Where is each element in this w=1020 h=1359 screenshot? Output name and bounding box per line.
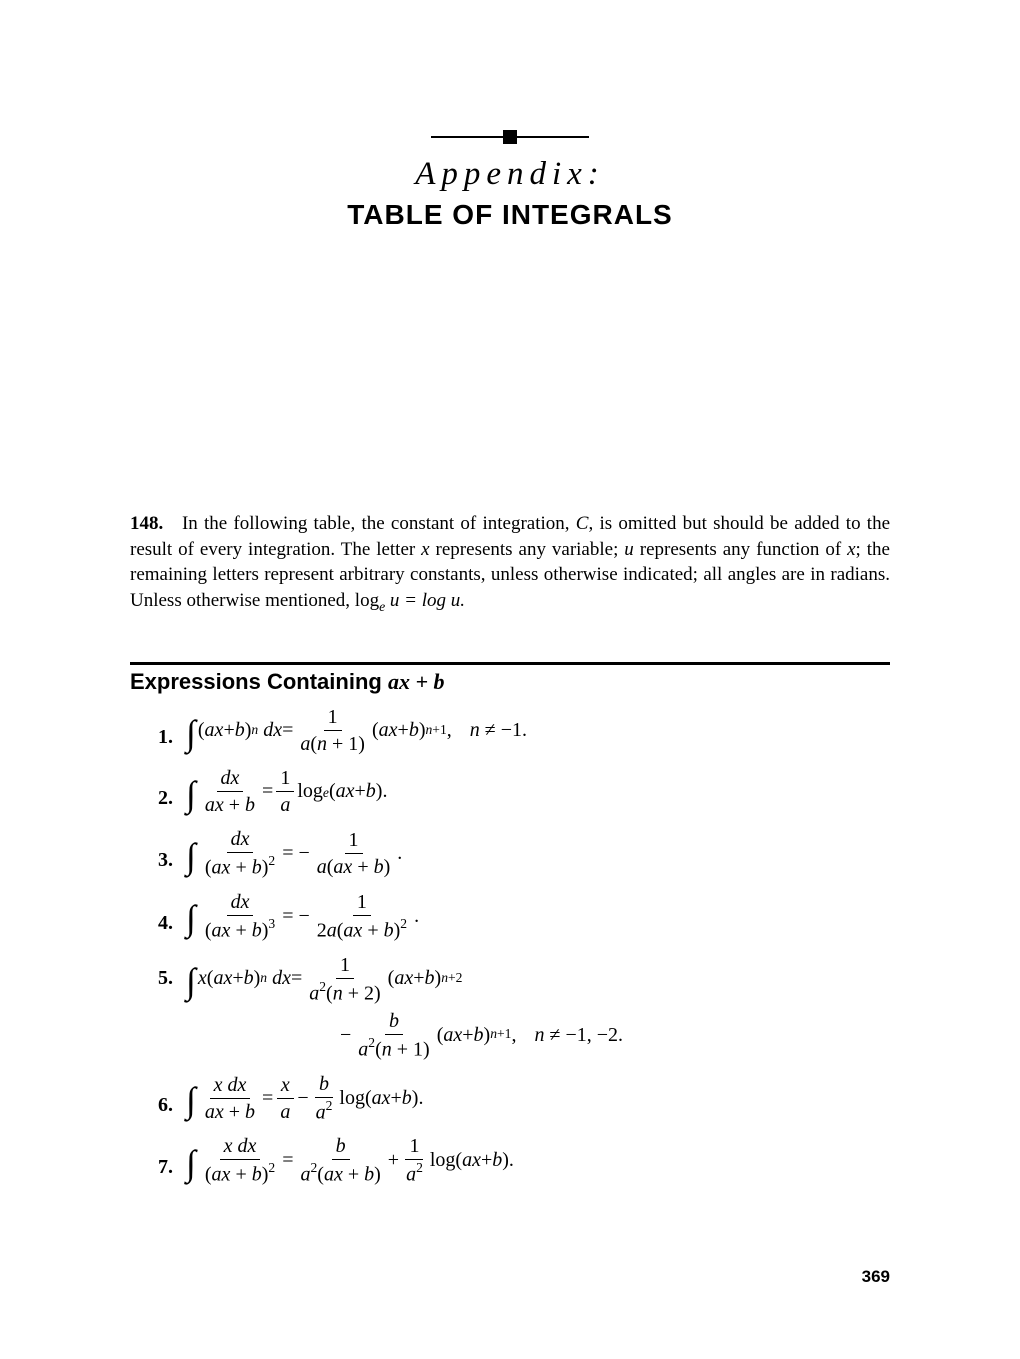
formula-7-body: ∫ x dx(ax + b)2 = ba2(ax + b) + 1a2 log(… (186, 1134, 514, 1187)
intro-text-1: In the following table, the constant of … (182, 513, 576, 534)
formula-2-number: 2. (158, 773, 186, 810)
intro-paragraph: 148. In the following table, the constan… (130, 511, 890, 616)
formula-1-number: 1. (158, 712, 186, 749)
page-container: Appendix: TABLE OF INTEGRALS 148. In the… (0, 0, 1020, 1359)
ornament-line-left (431, 136, 503, 138)
section-heading-prefix: Expressions Containing (130, 669, 388, 694)
formula-1-body: ∫ (ax + b)n dx = 1a(n + 1) (ax + b)n+1, … (186, 705, 527, 756)
title-ornament (130, 130, 890, 144)
intro-text-6: u = log u. (385, 590, 465, 611)
formula-6-number: 6. (158, 1080, 186, 1117)
formula-2: 2. ∫ dxax + b = 1a loge(ax + b). (158, 766, 890, 817)
intro-x: x (421, 539, 429, 560)
title-block: Appendix: TABLE OF INTEGRALS (130, 130, 890, 231)
section-heading: Expressions Containing ax + b (130, 669, 890, 695)
intro-x2: x (847, 539, 855, 560)
page-title: TABLE OF INTEGRALS (130, 199, 890, 231)
intro-u: u (624, 539, 634, 560)
formula-4: 4. ∫ dx(ax + b)3 = − 12a(ax + b)2 . (158, 890, 890, 943)
formula-4-body: ∫ dx(ax + b)3 = − 12a(ax + b)2 . (186, 890, 419, 943)
intro-text-3: represents any variable; (430, 539, 625, 560)
formula-list: 1. ∫ (ax + b)n dx = 1a(n + 1) (ax + b)n+… (130, 705, 890, 1187)
formula-7: 7. ∫ x dx(ax + b)2 = ba2(ax + b) + 1a2 l… (158, 1134, 890, 1187)
formula-2-body: ∫ dxax + b = 1a loge(ax + b). (186, 766, 387, 817)
formula-1: 1. ∫ (ax + b)n dx = 1a(n + 1) (ax + b)n+… (158, 705, 890, 756)
formula-6: 6. ∫ x dxax + b = xa − ba2 log(ax + b). (158, 1072, 890, 1125)
ornament-line-right (517, 136, 589, 138)
section-heading-math: ax + b (388, 669, 445, 694)
formula-5: 5. ∫ x(ax + b)n dx = 1a2(n + 2) (ax + b)… (158, 953, 890, 1062)
section-rule (130, 662, 890, 665)
formula-3: 3. ∫ dx(ax + b)2 = − 1a(ax + b) . (158, 827, 890, 880)
intro-C: C (576, 513, 589, 534)
formula-4-number: 4. (158, 898, 186, 935)
formula-6-body: ∫ x dxax + b = xa − ba2 log(ax + b). (186, 1072, 423, 1125)
page-number: 369 (862, 1267, 890, 1287)
intro-section-number: 148. (130, 513, 163, 534)
formula-5-body: ∫ x(ax + b)n dx = 1a2(n + 2) (ax + b)n+2… (186, 953, 623, 1062)
formula-3-number: 3. (158, 835, 186, 872)
intro-text-4: represents any function of (634, 539, 847, 560)
formula-7-number: 7. (158, 1142, 186, 1179)
formula-3-body: ∫ dx(ax + b)2 = − 1a(ax + b) . (186, 827, 402, 880)
appendix-label: Appendix: (130, 156, 890, 193)
ornament-square-icon (503, 130, 517, 144)
formula-5-number: 5. (158, 953, 186, 990)
